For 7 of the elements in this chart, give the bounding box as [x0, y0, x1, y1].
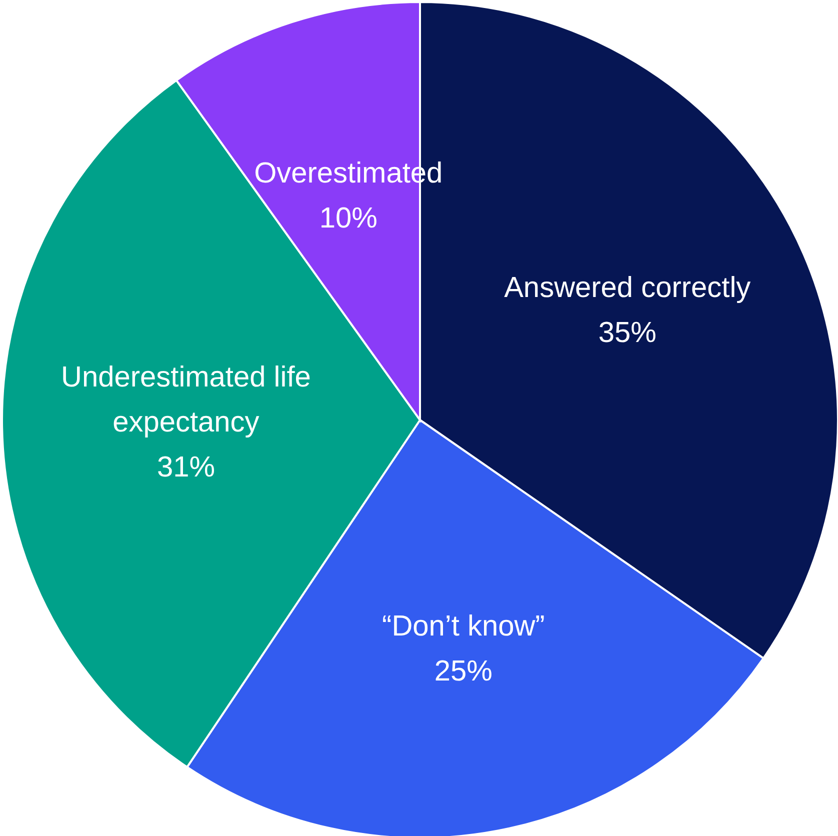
slice-label: Answered correctly [504, 272, 752, 304]
slice-label: “Don’t know” [382, 610, 545, 642]
data-label: 31% [156, 451, 215, 484]
slice-label: Underestimated life expectancy [61, 361, 311, 438]
data-label: 10% [319, 202, 378, 234]
data-label: 35% [598, 316, 656, 349]
data-label: 25% [434, 655, 492, 688]
